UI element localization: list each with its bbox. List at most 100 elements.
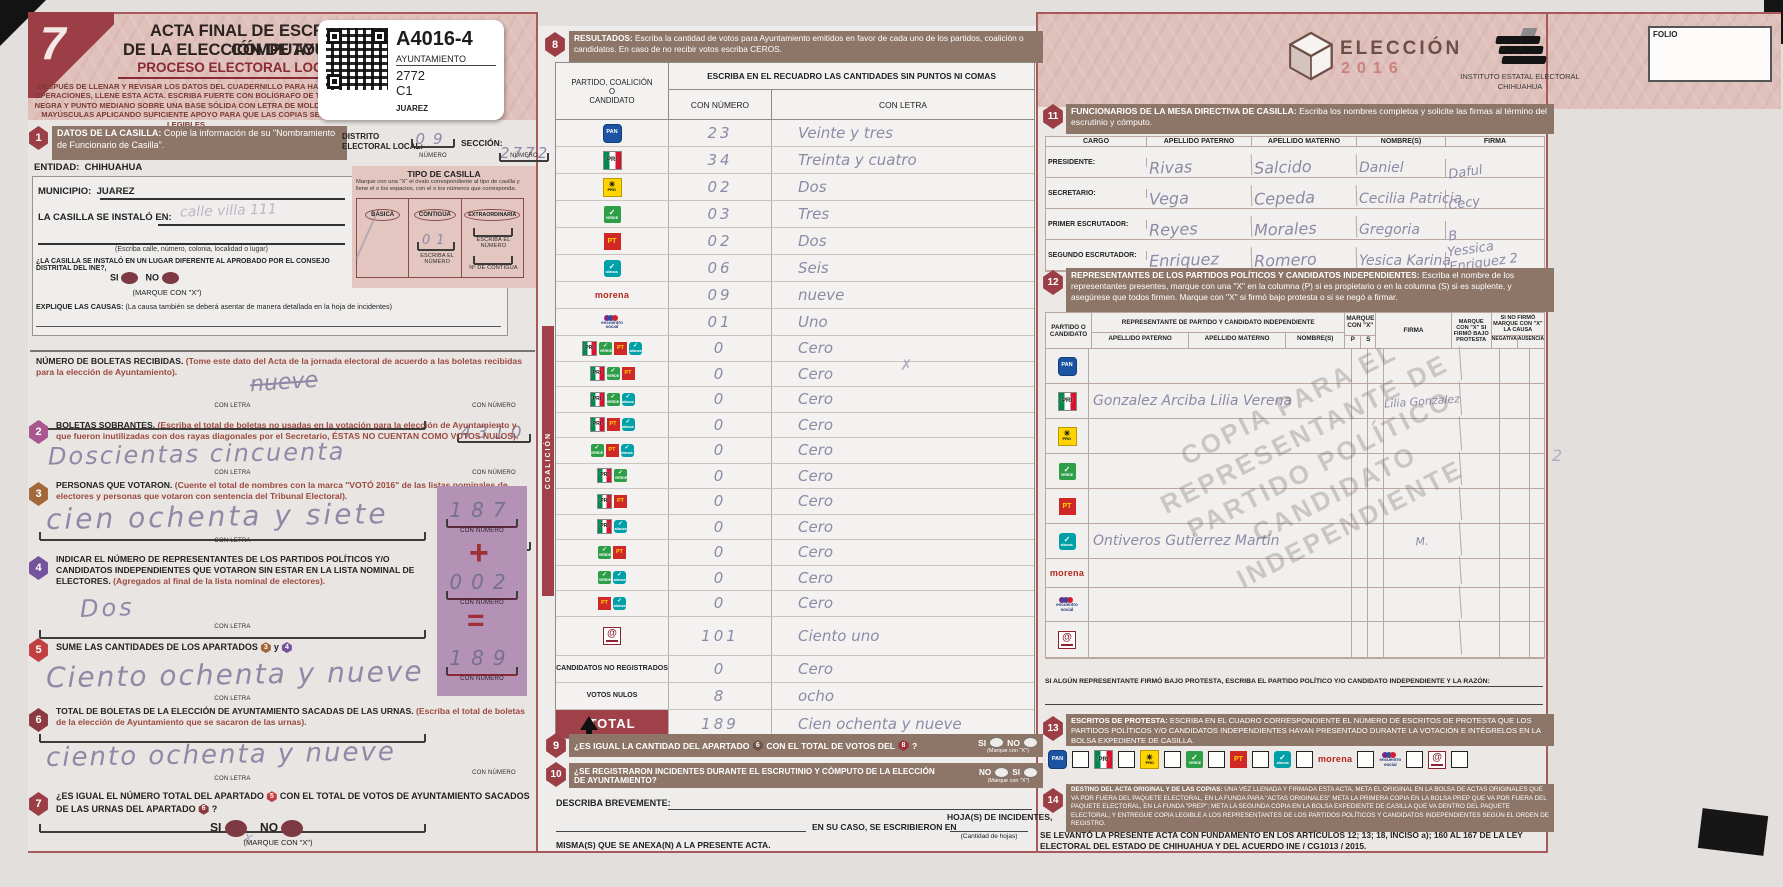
cargo-label: PRESIDENTE:: [1046, 157, 1147, 167]
entidad-value: CHIHUAHUA: [84, 162, 143, 173]
section-divider: [30, 350, 535, 352]
votes-number: 03: [669, 201, 772, 227]
results-row: PRI 34 Treinta y cuatro: [556, 147, 1034, 174]
votes-letter: Ciento uno: [798, 626, 880, 645]
votes-letter: Cien ochenta y nueve: [798, 714, 962, 733]
lugar-marque: (MARQUE CON "X"): [132, 288, 202, 297]
rep-s-cell: [1368, 559, 1384, 587]
votes-number: 0: [669, 463, 772, 488]
results-row: ✓ VERDE ✓ alianza 0 Cero: [556, 565, 1034, 591]
votes-number: 23: [669, 120, 772, 146]
rep-s-cell: [1368, 489, 1384, 523]
funcionario-row: PRESIDENTE: Rivas Salcido Daniel Daful: [1046, 147, 1544, 182]
votes-letter: Cero: [798, 594, 834, 613]
extraordinaria-escriba: ESCRIBA EL NÚMERO: [476, 237, 511, 249]
rep-party-cell: PAN: [1046, 349, 1089, 383]
section-10-number: 10: [546, 762, 566, 787]
sticker-election-type: AYUNTAMIENTO: [396, 54, 496, 66]
sticker-section: 2772: [396, 68, 425, 83]
section-2-number: 2: [29, 420, 48, 444]
results-row: PAN 23 Veinte y tres: [556, 120, 1034, 147]
rep-p-cell: [1352, 524, 1368, 558]
materno-value: Morales: [1251, 216, 1358, 241]
representantes-header: PARTIDO O CANDIDATO REPRESENTANTE DE PAR…: [1046, 313, 1544, 349]
panal-label: alianza: [621, 424, 635, 430]
results-table: PARTIDO, COALICIÓN O CANDIDATO ESCRIBA EN …: [555, 62, 1035, 739]
panal-label: alianza: [613, 603, 626, 608]
ref-4-chip: 4: [281, 642, 292, 654]
verde-check-icon: ✓: [617, 470, 624, 477]
legal-footer: SE LEVANTÓ LA PRESENTE ACTA CON FUNDAMEN…: [1040, 830, 1523, 851]
nombres-value: Gregoria: [1357, 221, 1446, 239]
protesta-count-box: [1451, 751, 1469, 768]
section-14-number: 14: [1043, 788, 1063, 813]
votes-letter: Dos: [798, 178, 827, 196]
municipio-value: JUAREZ: [96, 186, 135, 197]
rep-party-cell: ✓ VERDE: [1046, 454, 1089, 488]
panal-logo: ✓ alianza: [620, 443, 634, 457]
s2-letra-field: [39, 523, 426, 541]
rep-negativa-cell: [1500, 384, 1530, 418]
special-row-label: CANDIDATOS NO REGISTRADOS: [556, 665, 668, 672]
votes-number: 0: [669, 412, 772, 437]
results-row: PRI ✓ alianza 0 Cero: [556, 514, 1034, 540]
party-cell: ☀ PRD: [556, 174, 669, 200]
contigua-num-value: 01: [421, 233, 451, 248]
panal-check-icon: ✓: [1279, 753, 1286, 762]
cargo-label: SEGUNDO ESCRUTADOR:: [1046, 250, 1147, 260]
col-party-header: PARTIDO, COALICIÓN O CANDIDATO: [556, 63, 669, 119]
hojas-text: HOJA(S) DE INCIDENTES,: [947, 812, 1053, 822]
votes-letter: nueve: [798, 286, 845, 304]
prd-sun-icon: ☀: [1145, 752, 1154, 762]
section-8-desc: Escriba la cantidad de votos para Ayunta…: [574, 33, 1024, 55]
panal-check-icon: ✓: [608, 261, 616, 271]
contigua-escriba: ESCRIBA EL NÚMERO: [420, 253, 455, 265]
encuentro-dots-icon: [1382, 752, 1397, 758]
votes-number: 01: [669, 309, 772, 335]
nombres-value: Yesica Karina: [1359, 252, 1451, 270]
votes-number: 0: [669, 591, 772, 616]
panal-check-icon: ✓: [616, 597, 623, 604]
boletas-num-label: CON NÚMERO: [472, 403, 516, 409]
results-row: PRI ✓ VERDE 0 Cero: [556, 463, 1034, 489]
results-row: encuentro social 01 Uno: [556, 309, 1034, 336]
special-row-label: VOTOS NULOS: [586, 692, 638, 699]
section-3-number: 3: [29, 482, 48, 506]
pt-logo: PT: [603, 232, 621, 250]
representante-row: @: [1046, 619, 1544, 660]
votes-number: 0: [669, 361, 772, 386]
pt-logo: PT: [1230, 751, 1247, 768]
section-8-number: 8: [545, 32, 565, 57]
sticker-municipio: JUAREZ: [396, 104, 429, 113]
rep-name-value: [1089, 588, 1352, 621]
section-6-text: TOTAL DE BOLETAS DE LA ELECCIÓN DE AYUNT…: [56, 706, 525, 728]
ref-3-chip: 3: [260, 642, 271, 654]
encuentro-social-logo: encuentro social: [601, 314, 623, 330]
rep-name-value: Ontiveros Gutierrez Martin: [1089, 524, 1352, 558]
verde-logo: ✓ VERDE: [614, 469, 627, 483]
party-cell: PRI PT: [556, 489, 669, 514]
rep-firma-cell: [1383, 556, 1462, 590]
s7-si-oval: [224, 820, 247, 837]
at-bar: [1061, 644, 1073, 646]
rep-party-cell: ☀ PRD: [1046, 419, 1089, 453]
section-6-number: 6: [29, 708, 48, 732]
basica-oval: BÁSICA: [365, 209, 401, 221]
rep-s-cell: [1368, 349, 1384, 383]
pt-logo: PT: [614, 341, 627, 355]
instalo-underline-1: [158, 224, 345, 226]
votes-number: 0: [669, 655, 772, 682]
extraordinaria-oval: EXTRAORDINARIA: [464, 209, 521, 221]
tipo-col-contigua: CONTIGUA 01 ESCRIBA EL NÚMERO: [409, 199, 462, 277]
funcionario-row: SECRETARIO: Vega Cepeda Cecilia Patricia Cec…: [1046, 178, 1544, 213]
verde-label: VERDE: [599, 348, 612, 353]
tipo-casilla-box: TIPO DE CASILLA Marque con una "X" el óv…: [352, 166, 536, 288]
iee-logo: [1494, 28, 1548, 68]
lugar-question: ¿LA CASILLA SE INSTALÓ EN UN LUGAR DIFER…: [36, 258, 330, 272]
section-13-bar: ESCRITOS DE PROTESTA: ESCRIBA EN EL CUAD…: [1066, 714, 1554, 746]
panal-label: alianza: [613, 577, 626, 583]
results-row: PRI PT 0 Cero: [556, 489, 1034, 515]
panal-label: alianza: [1060, 541, 1074, 547]
iee-caption-1: INSTITUTO ESTATAL ELECTORAL: [1460, 72, 1580, 81]
votes-number: 0: [669, 387, 772, 412]
